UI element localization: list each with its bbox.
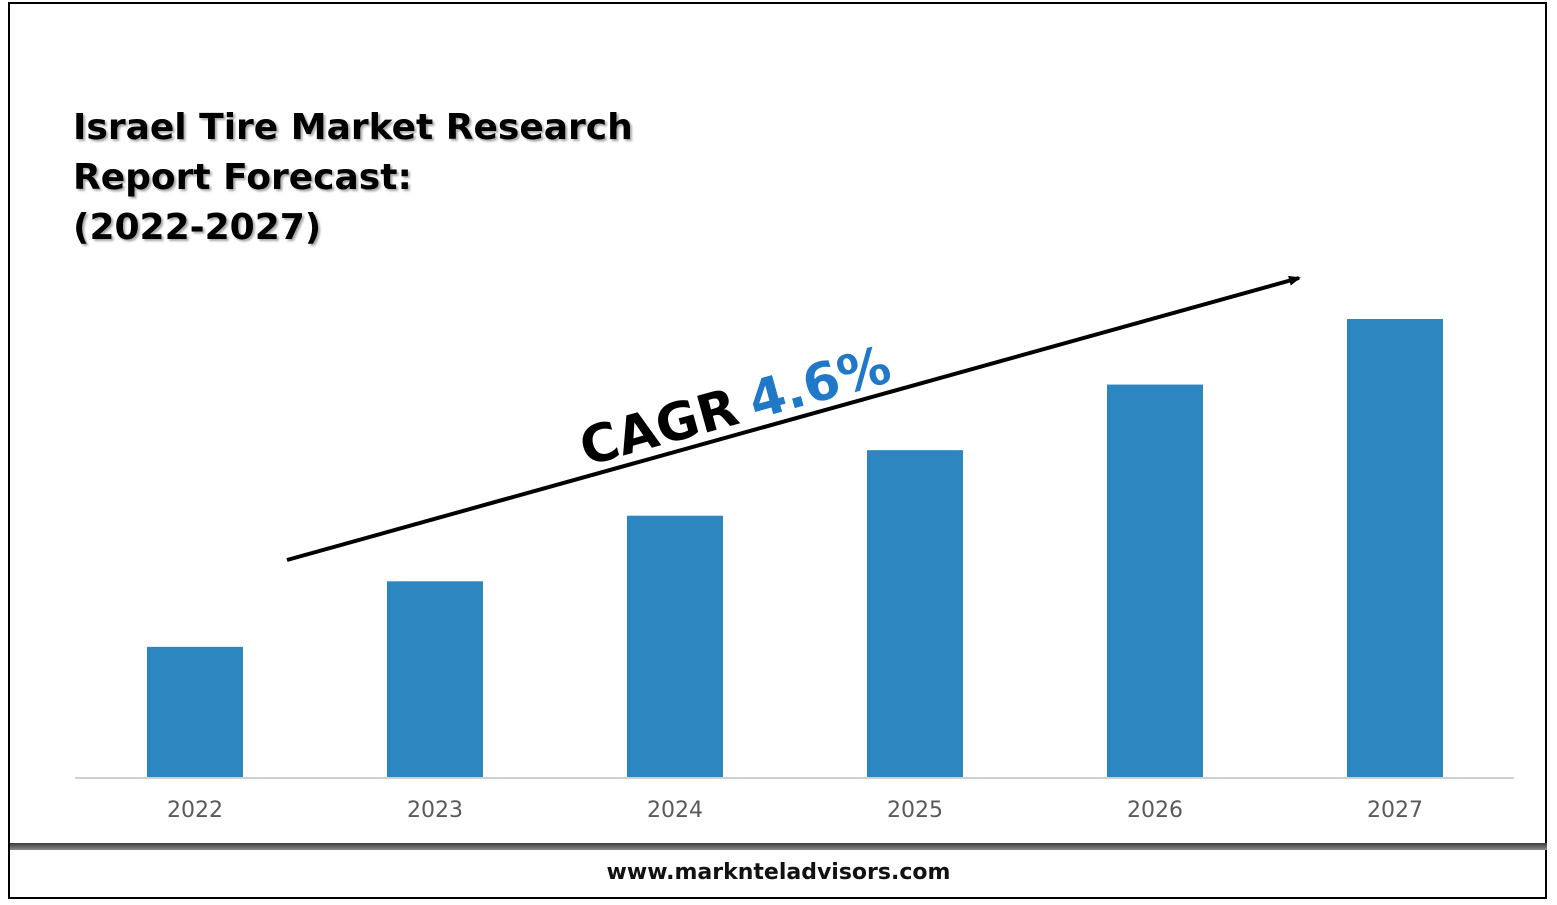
x-tick-label-2027: 2027	[1367, 798, 1423, 823]
x-tick-label-2023: 2023	[407, 798, 463, 823]
x-tick-label-2025: 2025	[887, 798, 943, 823]
title-line-2: Report Forecast:	[73, 157, 412, 198]
x-tick-label-2026: 2026	[1127, 798, 1183, 823]
bar-2024	[627, 515, 723, 778]
cagr-prefix: CAGR	[573, 378, 744, 479]
bar-2022	[147, 646, 243, 778]
title-line-3: (2022-2027)	[73, 207, 322, 248]
bar-2023	[387, 581, 483, 778]
title-line-1: Israel Tire Market Research	[73, 107, 633, 148]
bars-group	[147, 319, 1443, 778]
bar-2026	[1107, 384, 1203, 778]
cagr-value: 4.6%	[742, 335, 897, 431]
cagr-annotation: CAGR4.6%	[573, 335, 897, 478]
x-tick-labels: 2022 2023 2024 2025 2026 2027	[167, 798, 1423, 823]
bar-2027	[1347, 319, 1443, 778]
chart-title: Israel Tire Market Research Report Forec…	[73, 103, 633, 253]
bar-2025	[867, 450, 963, 778]
x-tick-label-2022: 2022	[167, 798, 223, 823]
footer-url: www.marknteladvisors.com	[606, 860, 951, 885]
x-tick-label-2024: 2024	[647, 798, 703, 823]
cagr-trend-arrow	[286, 275, 1301, 562]
chart-frame	[8, 2, 1547, 899]
footer-divider	[10, 843, 1547, 850]
